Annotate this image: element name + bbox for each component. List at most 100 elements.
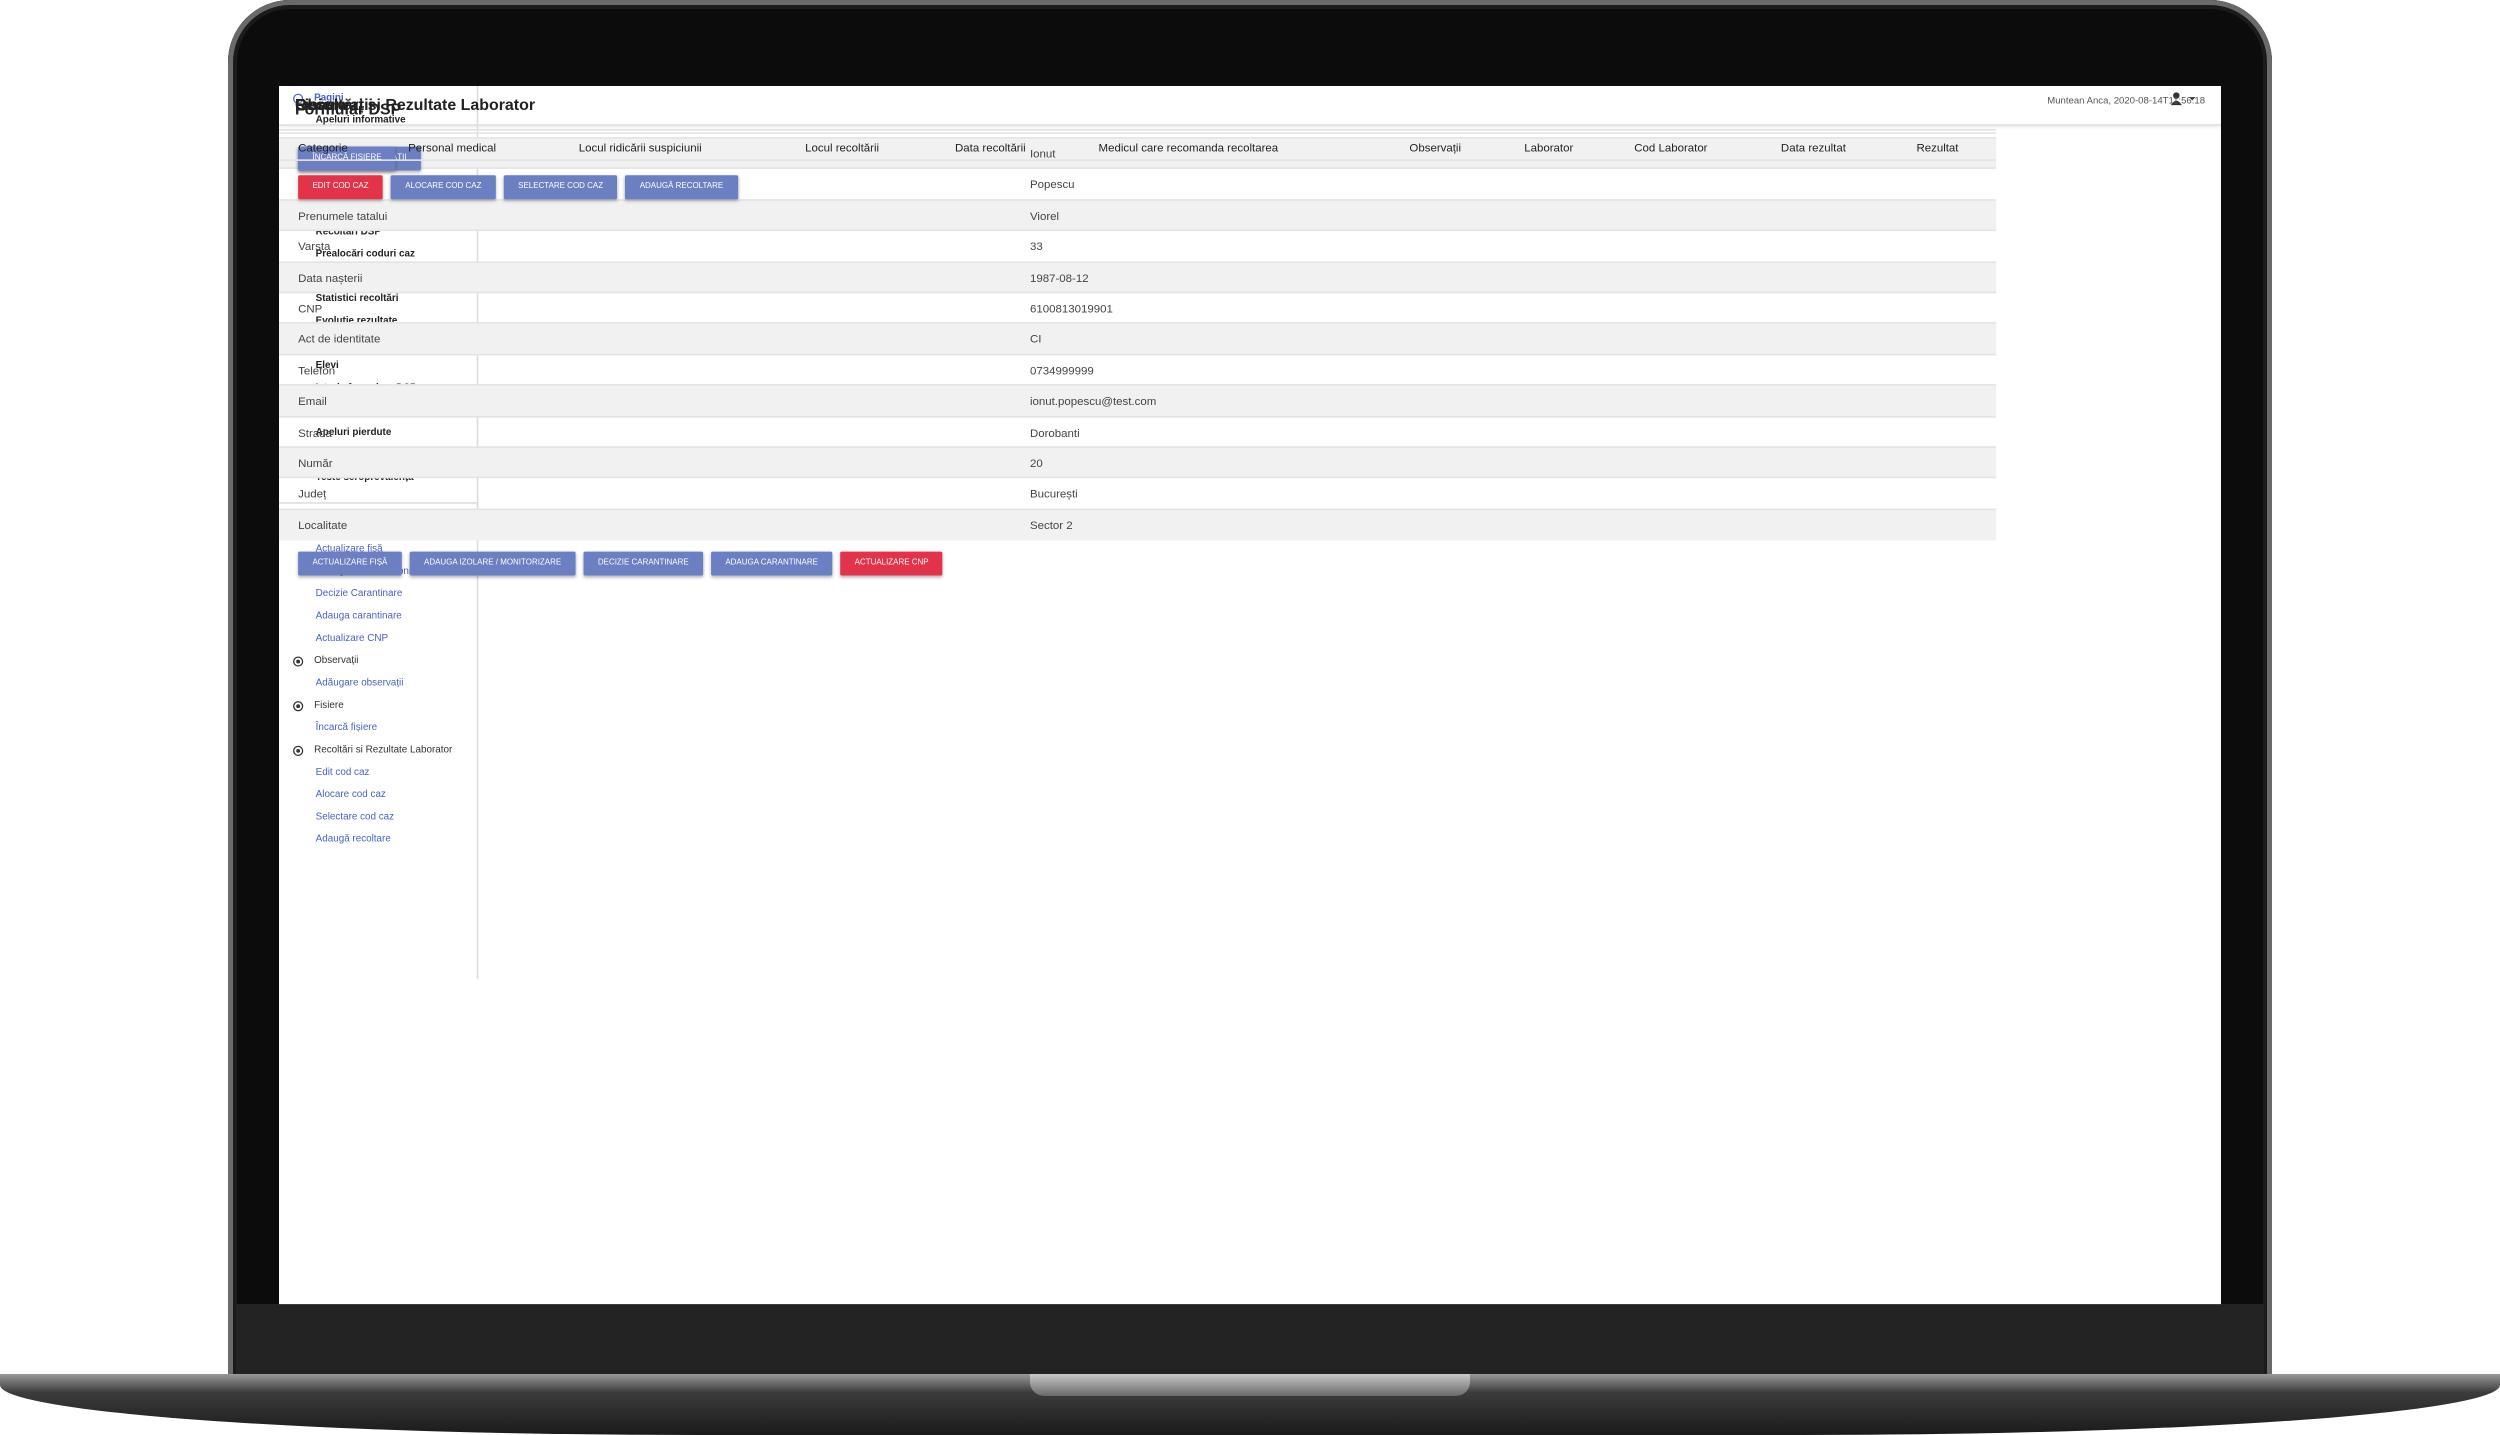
field-label: Localitate [298,517,348,533]
sidebar-sublink[interactable]: Edit cod caz [315,766,370,778]
card-title: Observații [294,97,373,115]
column-header: Categorie [298,140,348,155]
sidebar-sublink[interactable]: Adauga carantinare [315,610,402,622]
field-value: 6100813019901 [1029,301,1113,316]
button[interactable]: ALOCARE COD CAZ [390,175,496,200]
sidebar-link[interactable]: Elevi [315,360,339,372]
field-label: Email [298,394,327,409]
column-header: Laborator [1524,140,1574,155]
sidebar-icon [293,701,304,712]
table-header: Categorie Personal medical Locul ridicării… [279,132,1997,161]
sidebar-sublink[interactable]: Alocare cod caz [315,789,386,801]
table-row: NumeIonut [279,137,1997,170]
field-value: Viorel [1029,208,1060,223]
field-value: Sector 2 [1029,517,1073,533]
field-value: Ionut [1029,146,1056,161]
field-label: Varsta [298,239,331,254]
column-header: Observații [1409,140,1462,155]
sidebar-link[interactable]: Recoltări DSP [315,226,381,238]
sidebar-heading[interactable]: Pagini [314,92,344,104]
field-label: Strada [298,424,332,440]
table-row: CNP 6100813019901 [279,291,1997,325]
sidebar-section[interactable]: Observații [314,655,359,667]
sidebar-sublink[interactable]: Încarcă fișiere [315,722,378,734]
top-bar [279,86,2221,126]
button[interactable]: EDIT COD CAZ [298,175,383,200]
table-row: Email ionut.popescu@test.com [279,384,1997,417]
button[interactable]: DECIZIE CARANTINARE [583,551,704,576]
timestamp: Muntean Anca, 2020-08-14T11:56:18 [2047,97,2206,107]
button[interactable]: ADAUGA IZOLARE / MONITORIZARE [409,551,576,576]
column-header: Rezultat [1916,140,1959,155]
column-header: Data recoltării [955,140,1026,155]
card-title: Recoltări si Rezultate Laborator [294,97,536,115]
sidebar-icon [293,656,304,667]
field-label: Număr [298,455,333,471]
sidebar-link[interactable]: Statistici recoltări [315,293,399,305]
table-row: Prenumele tatalui Viorel [279,198,1997,232]
table-row: Act de identitate CI [279,322,1997,356]
column-header: Data rezultat [1780,140,1846,155]
field-label: Prenumele tatalui [298,208,388,223]
sidebar-sublink[interactable]: Decizie Carantinare [315,588,403,600]
field-value: Dorobanti [1029,424,1080,440]
field-value: 1987-08-12 [1029,270,1089,285]
column-header: Locul recoltării [805,140,880,155]
button-row: EDIT COD CAZ ALOCARE COD CAZ SELECTARE COD… [298,167,745,200]
sidebar-section[interactable]: Recoltări si Rezultate Laborator [314,744,453,756]
field-label: Telefon [298,363,336,378]
button-row: ACTUALIZARE FIȘĂ ADAUGA IZOLARE / MONITOR… [298,544,951,576]
card-title: Fisiere [294,97,347,115]
sidebar-link[interactable]: Prealocări coduri caz [315,248,415,260]
table-row: Număr 20 [279,446,1997,479]
button[interactable]: ACTUALIZARE CNP [840,551,943,576]
field-label: Act de identitate [298,332,381,347]
column-header: Medicul care recomanda recoltarea [1098,140,1279,155]
card: Formular DSP Muntean Anca, 2020-08-14T11:… [279,86,2221,577]
sidebar-sublink[interactable]: Selectare cod caz [315,811,395,823]
sidebar-sublink[interactable]: Adaugă recoltare [315,833,391,845]
sidebar-link[interactable]: Evoluție rezultate [315,315,398,327]
sidebar-icon [293,93,304,104]
field-label: CNP [298,301,323,316]
card: Fisiere ÎNCARCĂ FIȘIERE [279,97,2221,747]
table-row: Localitate Sector 2 [279,508,1997,541]
laptop-chin [236,1304,2264,1374]
button-row: ÎNCARCĂ FIȘIERE [298,139,404,171]
sidebar-link[interactable]: Apeluri pierdute [315,427,392,439]
button[interactable]: ADAUGA CARANTINARE [711,551,833,576]
divider [279,129,1997,131]
laptop-notch [1030,1374,1470,1396]
field-label: Județ [298,486,327,502]
user-menu[interactable] [2170,91,2202,107]
field-value: 33 [1029,239,1043,254]
button[interactable]: SELECTARE COD CAZ [503,175,618,200]
sidebar-icon [293,745,304,756]
card: ObservațiiADĂUGARE OBSERVAȚII [279,97,2221,662]
table-row: Județ București [279,477,1997,510]
sidebar-sublink[interactable]: Actualizare CNP [315,632,389,645]
sidebar-sublink[interactable]: Adăugare observații [315,677,404,689]
button[interactable]: ADAUGĂ RECOLTARE [625,175,738,200]
field-value: Popescu [1029,177,1075,192]
card: Recoltări si Rezultate Laborator Categori… [279,97,2221,862]
table-row: Strada Dorobanti [279,415,1997,448]
column-header: Personal medical [408,140,497,155]
table-row: Telefon 0734999999 [279,353,1997,387]
field-value: CI [1029,332,1042,347]
table-row: Varsta 33 [279,229,1997,263]
field-value: București [1029,486,1078,502]
sidebar-section[interactable]: Fisiere [314,699,344,712]
field-value: 20 [1029,455,1043,471]
button[interactable]: ACTUALIZARE FIȘĂ [298,551,402,576]
sidebar-sublink[interactable]: Actualizare fișă [315,543,383,555]
sidebar-link[interactable]: Apeluri informative [315,114,406,126]
column-header: Cod Laborator [1634,140,1708,155]
field-value: 0734999999 [1029,363,1094,378]
button[interactable]: ÎNCARCĂ FIȘIERE [298,146,396,171]
card-title: Formular DSP [294,101,402,120]
field-value: ionut.popescu@test.com [1029,394,1157,409]
field-label: Data nașterii [298,270,363,285]
